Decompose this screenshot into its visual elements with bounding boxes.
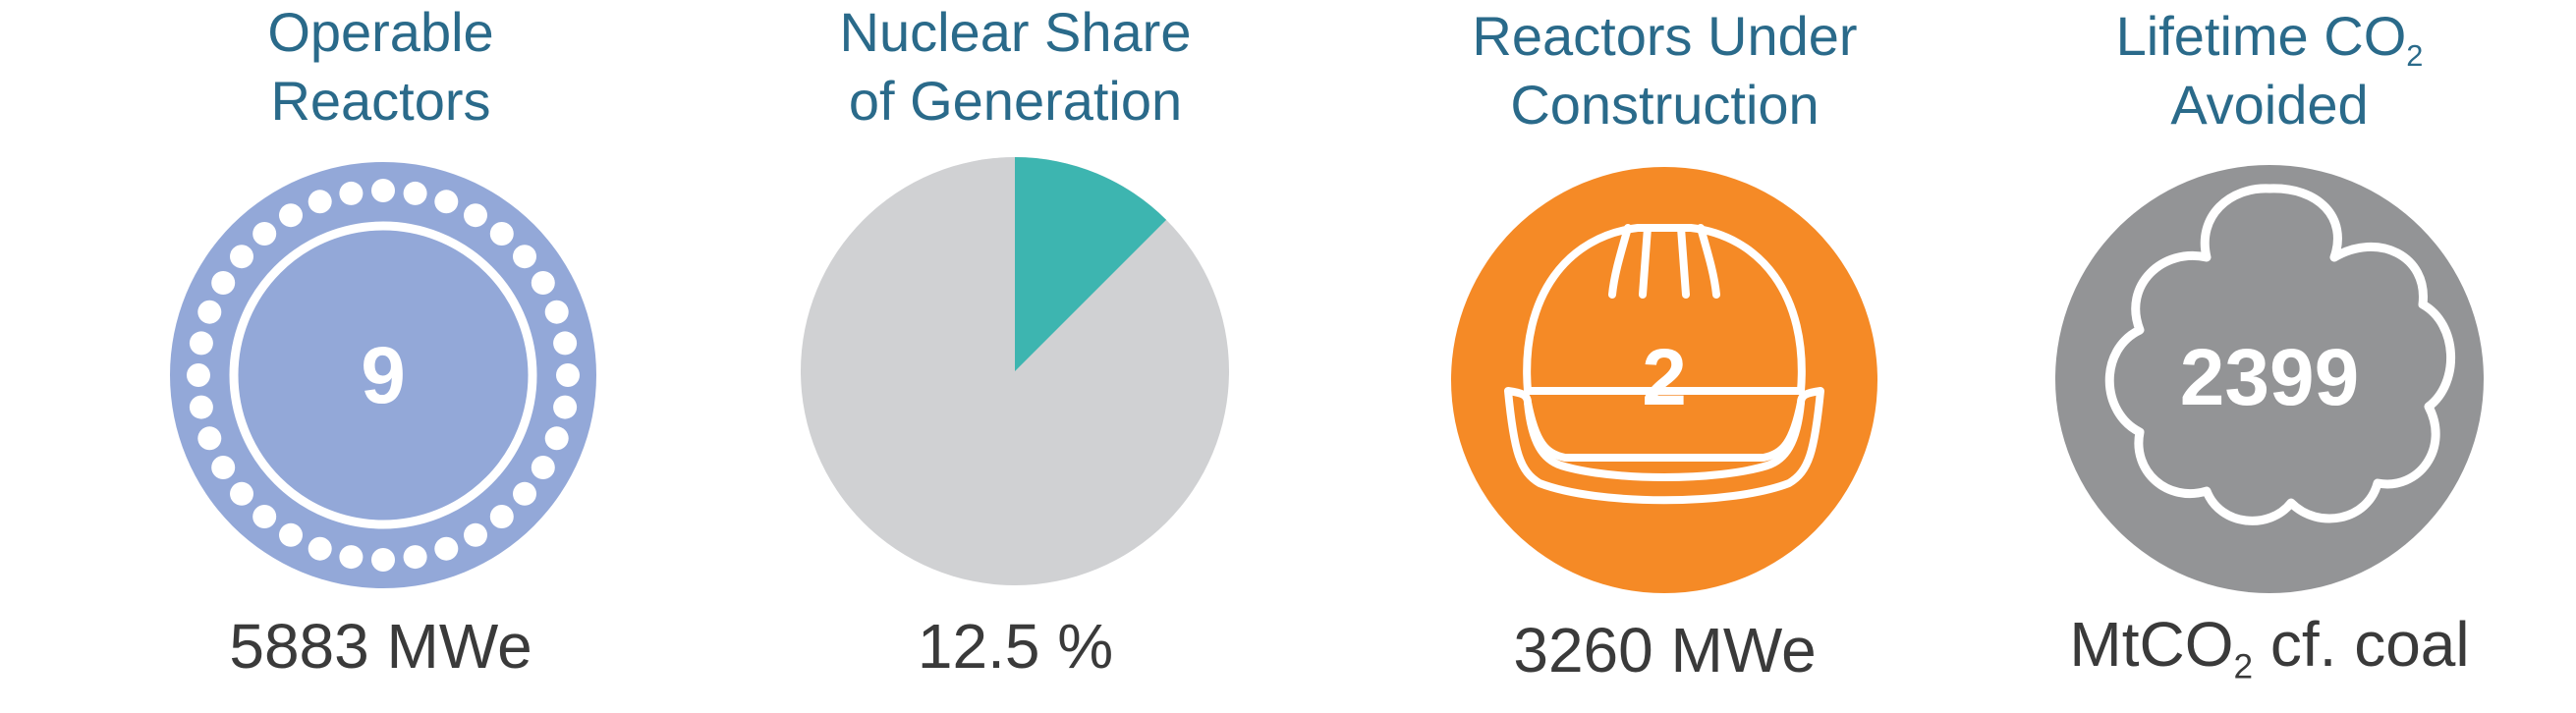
reactor-dot <box>279 522 303 547</box>
reactor-dot <box>189 331 213 356</box>
stat-number: 9 <box>361 331 406 420</box>
hat-ridge-right <box>1697 224 1720 299</box>
stat-title: Reactors Under Construction <box>1343 2 1987 139</box>
reactor-dot <box>556 363 580 387</box>
reactor-dot <box>197 426 222 451</box>
stat-footer: 5883 MWe <box>229 611 532 682</box>
stat-number: 2399 <box>2180 333 2359 422</box>
footer-rest: cf. coal <box>2253 609 2470 680</box>
reactor-dot <box>544 426 569 451</box>
reactor-dot <box>189 395 213 419</box>
reactor-dot <box>489 505 514 528</box>
reactor-inner-ring <box>229 221 537 529</box>
reactor-dot <box>279 203 303 228</box>
reactor-dot <box>531 271 555 295</box>
reactor-dot <box>513 481 536 506</box>
reactor-dot <box>308 536 332 561</box>
hard-hat-icon: 2 <box>1451 167 1877 593</box>
stat-title: Operable Reactors <box>59 0 702 136</box>
reactor-dot-ring <box>187 179 580 572</box>
title-line-2: Construction <box>1510 74 1820 136</box>
reactor-dot <box>531 456 555 479</box>
stat-title: Nuclear Share of Generation <box>694 0 1337 136</box>
footer-main: MtCO <box>2069 609 2234 680</box>
stat-title: Lifetime CO2 Avoided <box>1975 2 2564 139</box>
stat-under-construction: Reactors Under Construction 2 3260 MWe <box>1343 0 1987 713</box>
stat-nuclear-share: Nuclear Share of Generation 12.5 % <box>694 0 1337 713</box>
reactor-dot <box>211 271 236 295</box>
pie-chart-icon <box>801 157 1229 585</box>
cloud-icon: 2399 <box>2055 165 2484 593</box>
reactor-dot <box>308 190 332 214</box>
title-line-1-main: Lifetime CO <box>2115 5 2407 67</box>
stat-footer: 3260 MWe <box>1513 615 1817 686</box>
stat-operable-reactors: Operable Reactors 9 5883 MWe <box>59 0 702 713</box>
reactor-dot <box>197 300 222 324</box>
stat-footer: MtCO2 cf. coal <box>1975 605 2564 684</box>
title-line-2: Avoided <box>2170 74 2369 136</box>
reactor-dot <box>371 179 395 202</box>
stat-footer: 12.5 % <box>917 611 1114 682</box>
title-line-2: Reactors <box>270 70 491 132</box>
title-line-1: Nuclear Share <box>839 1 1192 63</box>
reactor-dot <box>553 395 578 419</box>
reactor-dot <box>489 222 514 246</box>
reactor-dot <box>211 456 236 479</box>
reactor-dot <box>230 245 253 269</box>
hat-band <box>1524 399 1805 462</box>
reactor-dot <box>230 481 253 506</box>
reactor-dot <box>434 190 459 214</box>
reactor-dot <box>252 222 277 246</box>
reactor-dot <box>434 536 459 561</box>
reactor-dot <box>464 522 487 547</box>
reactor-dot <box>339 181 364 205</box>
reactor-dot <box>403 181 427 205</box>
hat-ridge-center <box>1639 224 1690 299</box>
reactor-ring-icon: 9 <box>170 162 596 588</box>
title-line-1: Lifetime CO2 <box>1975 2 2564 71</box>
title-line-2: of Generation <box>848 70 1183 132</box>
title-line-1-sub: 2 <box>2406 37 2424 73</box>
reactor-dot <box>464 203 487 228</box>
title-line-1: Operable <box>267 1 494 63</box>
reactor-dot <box>252 505 277 528</box>
footer-sub: 2 <box>2233 647 2254 686</box>
stat-co2-avoided: Lifetime CO2 Avoided 2399 MtCO2 cf. coal <box>1975 0 2564 713</box>
reactor-dot <box>187 363 210 387</box>
reactor-dot <box>371 548 395 572</box>
cloud-outline <box>2104 184 2455 525</box>
reactor-dot <box>403 545 427 570</box>
pie-nuclear-slice <box>1015 157 1167 371</box>
stat-number: 2 <box>1642 333 1687 422</box>
hat-dome <box>1523 224 1806 395</box>
title-line-1: Reactors Under <box>1472 5 1858 67</box>
hat-ridge-left <box>1608 224 1632 299</box>
reactor-dot <box>544 300 569 324</box>
reactor-dot <box>553 331 578 356</box>
reactor-dot <box>513 245 536 269</box>
reactor-dot <box>339 545 364 570</box>
